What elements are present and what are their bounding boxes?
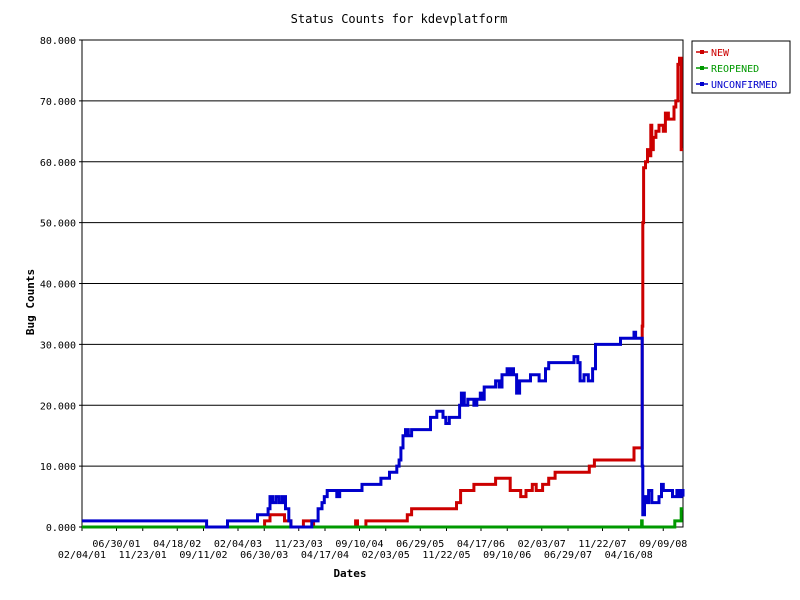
legend-label-new: NEW — [711, 48, 730, 59]
y-tick-labels: 0.000 10.000 20.000 30.000 40.000 50.000 60.00… — [40, 36, 82, 534]
x-tick-label-upper-5: 06/29/05 — [396, 539, 444, 550]
x-tick-label-lower-8: 06/29/07 — [544, 550, 592, 561]
x-tick-label-lower-4: 04/17/04 — [301, 550, 349, 561]
y-tick-label-6: 60.000 — [40, 158, 76, 169]
x-tick-label-upper-1: 04/18/02 — [153, 539, 201, 550]
x-tick-label-lower-9: 04/16/08 — [605, 550, 653, 561]
grid-lines — [82, 100, 683, 467]
x-tick-label-upper-3: 11/23/03 — [275, 539, 323, 550]
x-tick-label-lower-3: 06/30/03 — [240, 550, 288, 561]
x-tick-label-upper-0: 06/30/01 — [92, 539, 140, 550]
x-tick-label-upper-2: 02/04/03 — [214, 539, 262, 550]
x-tick-label-lower-7: 09/10/06 — [483, 550, 531, 561]
x-tick-label-upper-6: 04/17/06 — [457, 539, 505, 550]
x-tick-label-upper-9: 09/09/08 — [639, 539, 687, 550]
legend: NEW REOPENED UNCONFIRMED — [691, 40, 791, 94]
series-lines — [82, 56, 685, 529]
x-tick-label-upper-7: 02/03/07 — [518, 539, 566, 550]
x-tick-labels: 06/30/01 04/18/02 02/04/03 11/23/03 09/10/04… — [58, 527, 687, 561]
y-tick-label-5: 50.000 — [40, 219, 76, 230]
legend-marker-unconfirmed — [700, 82, 704, 86]
y-tick-label-4: 40.000 — [40, 280, 76, 291]
x-tick-label-upper-8: 11/22/07 — [578, 539, 626, 550]
y-tick-label-3: 30.000 — [40, 340, 76, 351]
y-tick-label-7: 70.000 — [40, 97, 76, 108]
legend-label-reopened: REOPENED — [711, 64, 759, 75]
x-tick-label-lower-6: 11/22/05 — [422, 550, 470, 561]
series-line-reopened — [82, 507, 683, 529]
legend-marker-new — [700, 50, 704, 54]
x-axis-label: Dates — [333, 567, 366, 580]
y-axis-label: Bug Counts — [24, 269, 37, 335]
x-tick-label-lower-2: 09/11/02 — [179, 550, 227, 561]
legend-label-unconfirmed: UNCONFIRMED — [711, 80, 777, 91]
y-tick-label-8: 80.000 — [40, 36, 76, 47]
chart-title: Status Counts for kdevplatform — [291, 12, 508, 26]
x-tick-label-upper-4: 09/10/04 — [335, 539, 383, 550]
y-tick-label-2: 20.000 — [40, 401, 76, 412]
x-tick-label-lower-1: 11/23/01 — [119, 550, 167, 561]
y-tick-label-0: 0.000 — [46, 523, 76, 534]
legend-box — [691, 40, 791, 94]
y-tick-label-1: 10.000 — [40, 462, 76, 473]
x-tick-label-lower-0: 02/04/01 — [58, 550, 106, 561]
series-line-unconfirmed — [82, 330, 685, 529]
legend-marker-reopened — [700, 66, 704, 70]
x-tick-label-lower-5: 02/03/05 — [362, 550, 410, 561]
